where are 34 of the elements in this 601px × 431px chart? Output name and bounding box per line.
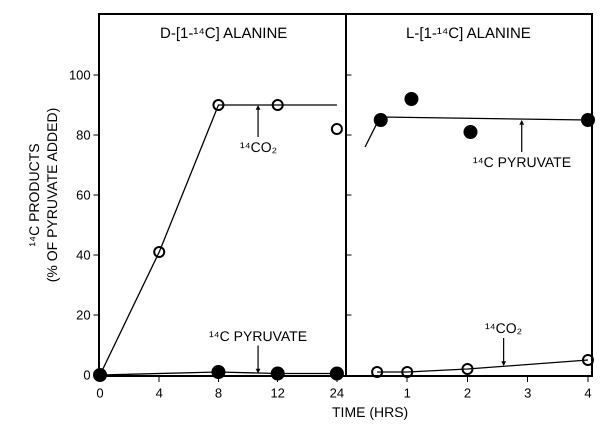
x-tick-label: 3	[524, 385, 532, 400]
y-tick-label: 80	[76, 128, 91, 143]
x-tick-label: 0	[96, 385, 104, 400]
point	[582, 354, 594, 366]
point	[330, 123, 343, 135]
x-axis-title: TIME (HRS)	[332, 404, 408, 420]
y-tick-label: 60	[76, 188, 91, 203]
x-tick-label: 24	[330, 385, 344, 400]
y-tick-label: 20	[76, 308, 91, 323]
point	[464, 125, 478, 139]
x-tick-label: 4	[156, 385, 163, 400]
annotation: ¹⁴C PYRUVATE	[209, 328, 308, 344]
point	[272, 99, 284, 111]
point	[374, 113, 388, 127]
point	[153, 246, 166, 258]
y-tick-label: 40	[76, 248, 91, 263]
x-tick-label: 1	[404, 385, 411, 400]
x-tick-label: 8	[214, 385, 222, 400]
y-tick-label: 100	[68, 68, 91, 83]
x-tick-label: 4	[584, 385, 592, 400]
annotation: ¹⁴C PYRUVATE	[473, 154, 572, 170]
x-tick-label: 12	[270, 385, 285, 400]
point	[461, 363, 474, 375]
y-axis-title: ¹⁴C PRODUCTS (% OF PYRUVATE ADDED)	[26, 108, 60, 282]
point	[404, 92, 418, 106]
annotation: ¹⁴CO₂	[485, 320, 522, 336]
point	[212, 99, 224, 111]
point	[401, 366, 414, 378]
x-tick-label: 2	[464, 385, 472, 400]
y-tick-label: 0	[83, 368, 91, 383]
point	[371, 366, 384, 378]
annotation: ¹⁴CO₂	[240, 139, 278, 155]
text: D-[1-¹⁴C] ALANINE	[160, 25, 288, 42]
text: L-[1-¹⁴C] ALANINE	[406, 25, 531, 42]
